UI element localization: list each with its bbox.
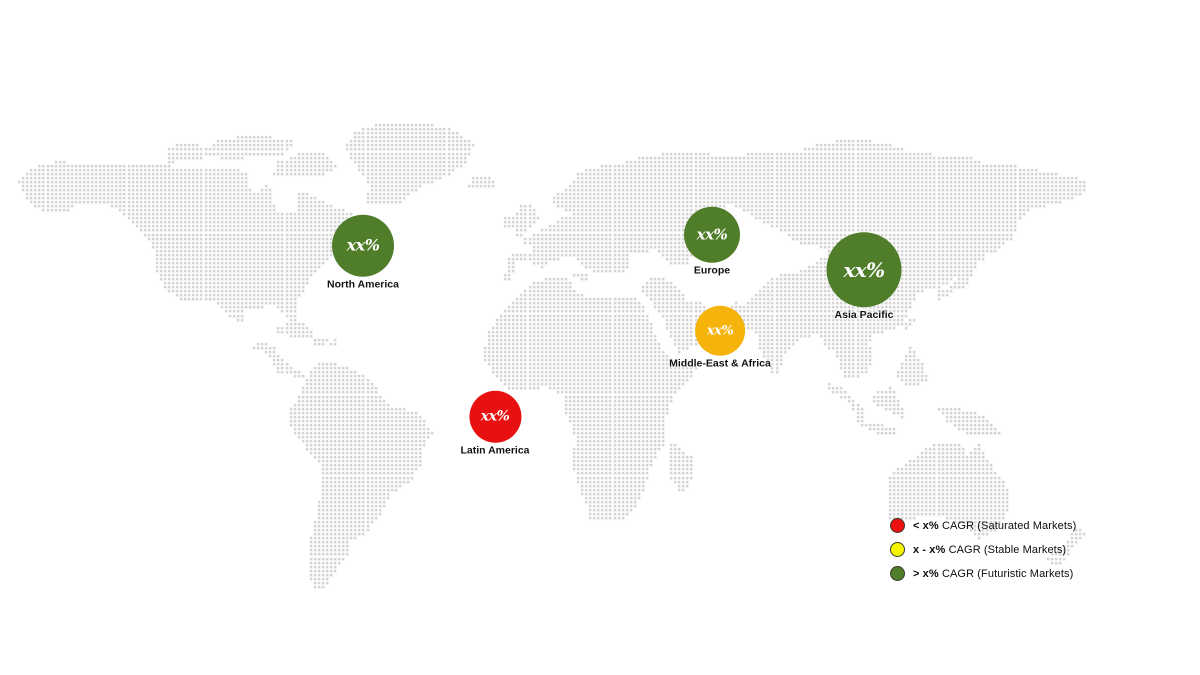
- region-value: xx%: [696, 225, 728, 244]
- region-bubble[interactable]: xx%: [684, 206, 740, 263]
- legend-description: CAGR (Saturated Markets): [941, 519, 1077, 532]
- region-value: xx%: [480, 408, 510, 425]
- region-bubble[interactable]: xx%: [469, 390, 521, 443]
- region-label: Middle-East & Africa: [669, 357, 771, 370]
- region-bubble[interactable]: xx%: [695, 305, 745, 356]
- region-marker-north-america[interactable]: xx% North America: [327, 214, 399, 292]
- region-value: xx%: [843, 257, 885, 282]
- region-bubble[interactable]: xx%: [826, 232, 902, 308]
- legend-swatch-dot-icon: [890, 518, 905, 533]
- legend-range: < x%: [913, 519, 939, 532]
- region-label: North America: [327, 278, 399, 291]
- legend: < x% CAGR (Saturated Markets) x - x% CAGR…: [890, 518, 1076, 581]
- legend-swatch-dot-icon: [890, 566, 905, 581]
- region-marker-europe[interactable]: xx% Europe: [684, 206, 740, 278]
- region-bubble[interactable]: xx%: [332, 214, 394, 277]
- legend-item: < x% CAGR (Saturated Markets): [890, 518, 1076, 533]
- legend-item: > x% CAGR (Futuristic Markets): [890, 566, 1076, 581]
- region-marker-asia-pacific[interactable]: xx% Asia Pacific: [826, 232, 902, 322]
- legend-description: CAGR (Stable Markets): [948, 543, 1067, 556]
- legend-range: x - x%: [913, 543, 946, 556]
- legend-description: CAGR (Futuristic Markets): [941, 567, 1074, 580]
- legend-label: x - x% CAGR (Stable Markets): [913, 544, 1066, 556]
- legend-item: x - x% CAGR (Stable Markets): [890, 542, 1076, 557]
- legend-swatch-dot-icon: [890, 542, 905, 557]
- region-value: xx%: [346, 235, 380, 255]
- legend-label: > x% CAGR (Futuristic Markets): [913, 568, 1073, 580]
- region-marker-middle-east-africa[interactable]: xx% Middle-East & Africa: [669, 305, 771, 371]
- region-label: Europe: [693, 264, 731, 277]
- region-value: xx%: [706, 323, 734, 339]
- legend-range: > x%: [913, 567, 939, 580]
- legend-label: < x% CAGR (Saturated Markets): [913, 520, 1076, 532]
- region-marker-latin-america[interactable]: xx% Latin America: [460, 390, 530, 458]
- region-label: Asia Pacific: [834, 309, 894, 322]
- region-label: Latin America: [460, 444, 530, 457]
